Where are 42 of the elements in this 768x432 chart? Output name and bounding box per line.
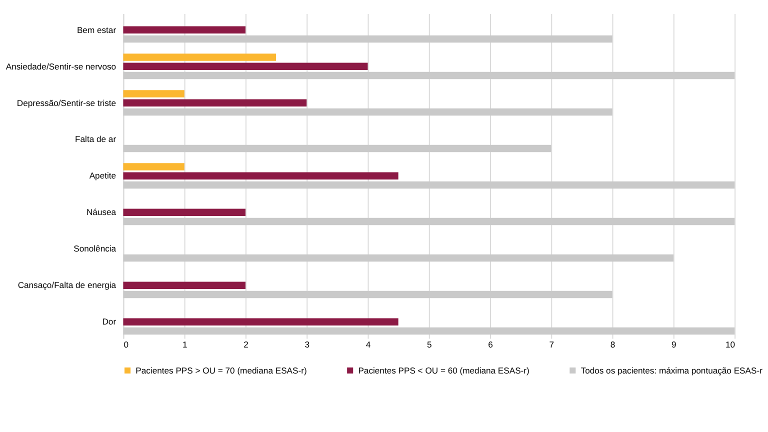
x-tick-label: 5	[426, 339, 432, 350]
x-tick-label: 0	[124, 339, 129, 350]
bar	[123, 208, 246, 216]
bar	[123, 99, 307, 107]
bar	[123, 318, 398, 326]
y-tick-label: Dor	[102, 316, 116, 327]
bar	[123, 144, 552, 152]
x-tick-label: 9	[672, 339, 677, 350]
x-tick-label: 2	[244, 339, 249, 350]
y-tick-label: Sonolência	[74, 244, 116, 254]
bar	[123, 327, 735, 335]
y-tick-label: Depressão/Sentir-se triste	[16, 98, 116, 108]
bar	[123, 282, 246, 289]
y-tick-label: Apetite	[89, 170, 116, 181]
bar	[123, 90, 184, 98]
y-tick-label: Cansaço/Falta de energia	[18, 280, 116, 290]
x-tick-label: 3	[304, 339, 310, 350]
bar	[123, 218, 735, 226]
bar	[123, 62, 368, 70]
legend-label: Pacientes PPS > OU = 70 (mediana ESAS-r)	[136, 365, 307, 376]
bar	[123, 72, 735, 80]
y-tick-label: Ansiedade/Sentir-se nervoso	[6, 61, 116, 72]
x-tick-label: 6	[488, 339, 494, 350]
x-tick-label: 1	[182, 339, 188, 350]
bar	[123, 54, 276, 61]
x-tick-label: 4	[366, 339, 371, 350]
bar	[123, 172, 398, 180]
bar	[123, 181, 735, 189]
bar	[123, 163, 184, 170]
bar	[123, 26, 246, 34]
legend-label: Pacientes PPS < OU = 60 (mediana ESAS-r)	[358, 365, 530, 376]
bar	[123, 290, 612, 298]
x-tick-label: 10	[726, 339, 736, 350]
legend-label: Todos os pacientes: máxima pontuação ESAS-r	[580, 365, 763, 376]
y-tick-label: Bem estar	[76, 24, 116, 35]
y-tick-label: Falta de ar	[75, 134, 116, 144]
x-tick-label: 8	[610, 339, 616, 350]
x-tick-label: 7	[549, 339, 554, 350]
bar	[123, 254, 674, 262]
bar	[123, 35, 612, 43]
y-tick-label: Náusea	[86, 207, 116, 218]
bar	[123, 108, 612, 116]
